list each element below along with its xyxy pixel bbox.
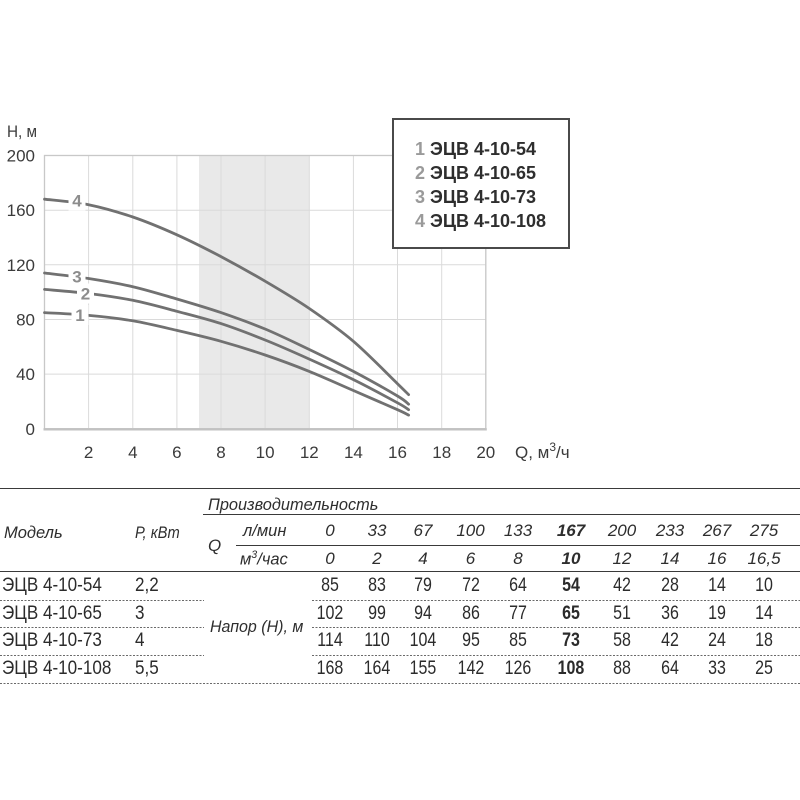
svg-text:80: 80 <box>16 311 35 330</box>
svg-text:14: 14 <box>344 443 363 462</box>
svg-text:Q, м3/ч: Q, м3/ч <box>515 440 570 462</box>
svg-text:0: 0 <box>26 420 35 439</box>
svg-text:20: 20 <box>476 443 495 462</box>
svg-text:10: 10 <box>256 443 275 462</box>
svg-text:1: 1 <box>75 306 84 325</box>
svg-text:3: 3 <box>72 268 81 287</box>
svg-text:Н, м: Н, м <box>7 122 37 141</box>
svg-text:8: 8 <box>216 443 225 462</box>
svg-text:160: 160 <box>7 201 35 220</box>
svg-text:40: 40 <box>16 365 35 384</box>
svg-text:16: 16 <box>388 443 407 462</box>
svg-text:6: 6 <box>172 443 181 462</box>
svg-text:12: 12 <box>300 443 319 462</box>
svg-text:200: 200 <box>7 147 35 166</box>
svg-text:2: 2 <box>81 285 90 304</box>
svg-text:4: 4 <box>72 192 82 211</box>
svg-text:2: 2 <box>84 443 93 462</box>
svg-text:18: 18 <box>432 443 451 462</box>
svg-text:4: 4 <box>128 443 137 462</box>
svg-text:120: 120 <box>7 256 35 275</box>
